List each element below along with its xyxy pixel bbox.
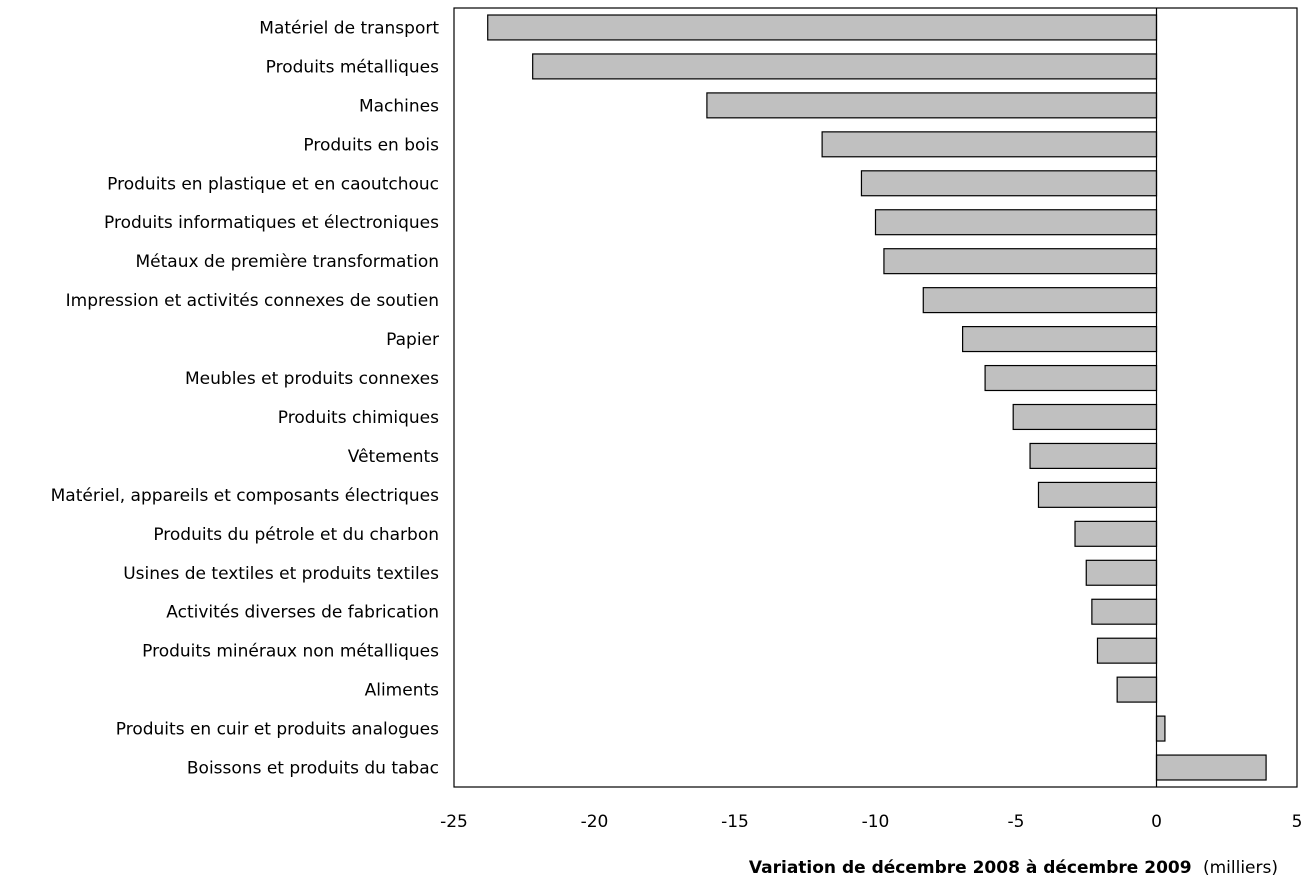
category-label: Produits en cuir et produits analogues — [116, 720, 439, 740]
x-tick-label: -15 — [721, 812, 749, 832]
category-label: Matériel de transport — [259, 18, 439, 38]
bar — [1012, 403, 1158, 431]
x-tick-label: -10 — [862, 812, 890, 832]
bar — [1029, 442, 1158, 469]
plot-area-frame — [453, 7, 1298, 788]
x-tick-label: -5 — [1008, 812, 1025, 832]
bar — [1096, 637, 1158, 664]
category-label: Boissons et produits du tabac — [187, 759, 439, 779]
x-axis-label: Variation de décembre 2008 à décembre 20… — [749, 858, 1278, 878]
bar — [1074, 520, 1158, 547]
category-label: Activités diverses de fabrication — [166, 603, 439, 623]
category-label: Machines — [359, 96, 439, 116]
x-axis-label-bold: Variation de décembre 2008 à décembre 20… — [749, 858, 1192, 878]
bar — [1037, 481, 1158, 508]
x-axis-ticks-group: -25 -20 -15 -10 -5 0 5 — [440, 812, 1302, 832]
category-label: Impression et activités connexes de sout… — [66, 291, 439, 311]
bar — [706, 92, 1158, 119]
category-label: Produits en bois — [303, 135, 439, 155]
x-tick-label: 5 — [1292, 812, 1303, 832]
bar — [883, 248, 1158, 275]
category-label: Produits informatiques et électroniques — [104, 213, 439, 233]
category-label: Papier — [386, 330, 439, 350]
x-tick-label: 0 — [1151, 812, 1162, 832]
category-label: Métaux de première transformation — [135, 252, 439, 272]
x-tick-label: -25 — [440, 812, 468, 832]
category-label: Vêtements — [348, 447, 439, 467]
category-label: Produits métalliques — [266, 57, 439, 77]
bar — [1155, 754, 1267, 781]
category-label: Matériel, appareils et composants électr… — [51, 486, 440, 506]
bar — [1085, 559, 1158, 586]
bar — [962, 326, 1158, 353]
bar — [984, 364, 1158, 392]
bar — [860, 170, 1158, 197]
category-label: Produits minéraux non métalliques — [142, 642, 439, 662]
category-label: Usines de textiles et produits textiles — [123, 564, 439, 584]
category-label: Produits chimiques — [278, 408, 439, 428]
category-label: Produits du pétrole et du charbon — [153, 525, 439, 545]
bar — [1155, 715, 1166, 742]
bars-group — [487, 14, 1267, 781]
category-label: Aliments — [365, 681, 440, 701]
bar — [487, 14, 1158, 41]
bar — [1091, 598, 1158, 625]
bar — [874, 209, 1158, 236]
bar — [821, 131, 1158, 158]
x-tick-label: -20 — [581, 812, 609, 832]
category-label: Meubles et produits connexes — [185, 369, 439, 389]
category-label: Produits en plastique et en caoutchouc — [107, 174, 439, 194]
x-axis-label-unit: (milliers) — [1203, 858, 1278, 878]
category-labels-group: Matériel de transport Produits métallique… — [51, 18, 440, 778]
bar — [922, 287, 1158, 314]
bar — [532, 53, 1158, 80]
bar — [1116, 676, 1158, 703]
